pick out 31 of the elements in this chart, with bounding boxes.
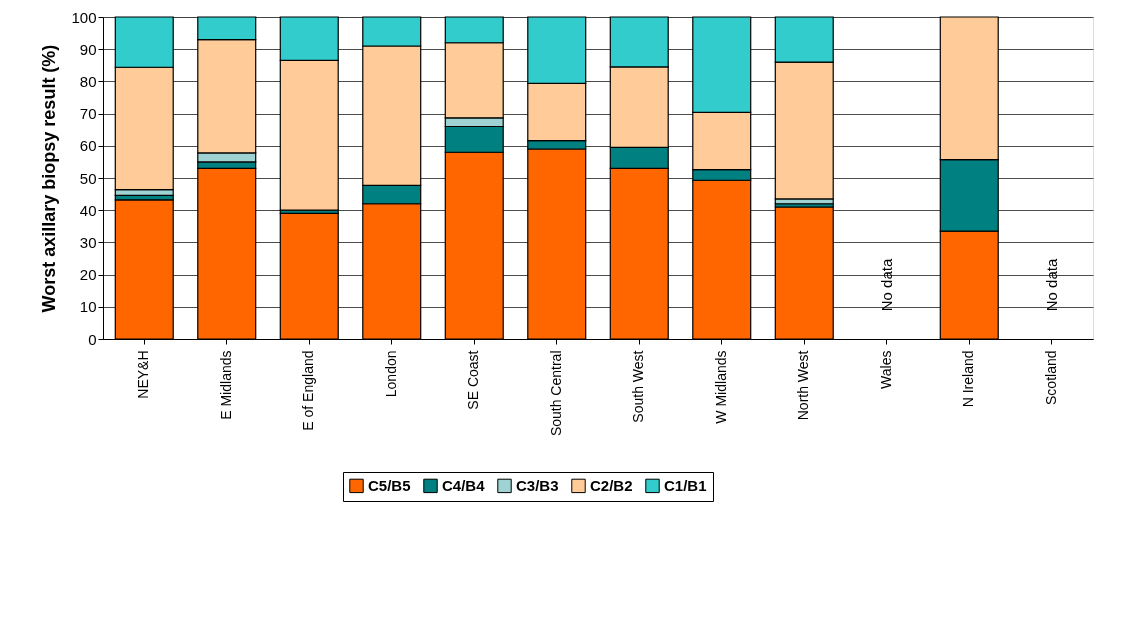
y-tick-label: 100 — [71, 8, 97, 26]
x-tick-label: E Midlands — [217, 350, 234, 420]
legend-label: C1/B1 — [664, 476, 707, 494]
x-tick-label: N Ireland — [960, 350, 977, 408]
y-tick-label: 60 — [79, 137, 97, 155]
x-tick-label: North West — [795, 350, 812, 421]
y-tick-label: 70 — [79, 105, 97, 123]
y-axis-title: Worst axillary biopsy result (%) — [39, 44, 60, 313]
x-tick-label: NEY&H — [135, 350, 152, 399]
y-tick-label: 0 — [88, 330, 97, 348]
y-tick-label: 30 — [79, 233, 97, 251]
x-tick-label: W Midlands — [712, 350, 729, 424]
legend-label: C5/B5 — [368, 476, 411, 494]
x-tick-label: South Central — [547, 350, 564, 437]
annotation: No data — [1042, 258, 1060, 312]
x-tick-label: Wales — [877, 350, 894, 389]
x-tick-label: London — [382, 350, 399, 398]
y-tick-label: 90 — [79, 40, 97, 58]
x-tick-label: E of England — [300, 350, 317, 431]
x-tick-label: Scotland — [1042, 350, 1059, 405]
legend-label: C3/B3 — [516, 476, 559, 494]
legend-label: C2/B2 — [590, 476, 633, 494]
y-tick-label: 40 — [79, 201, 97, 219]
x-tick-label: South West — [630, 350, 647, 423]
y-tick-label: 20 — [79, 266, 97, 284]
y-tick-label: 80 — [79, 72, 97, 90]
y-tick-label: 50 — [79, 169, 97, 187]
annotation: No data — [877, 258, 895, 312]
y-tick-label: 10 — [79, 298, 97, 316]
legend-label: C4/B4 — [442, 476, 486, 494]
x-tick-label: SE Coast — [465, 350, 482, 410]
